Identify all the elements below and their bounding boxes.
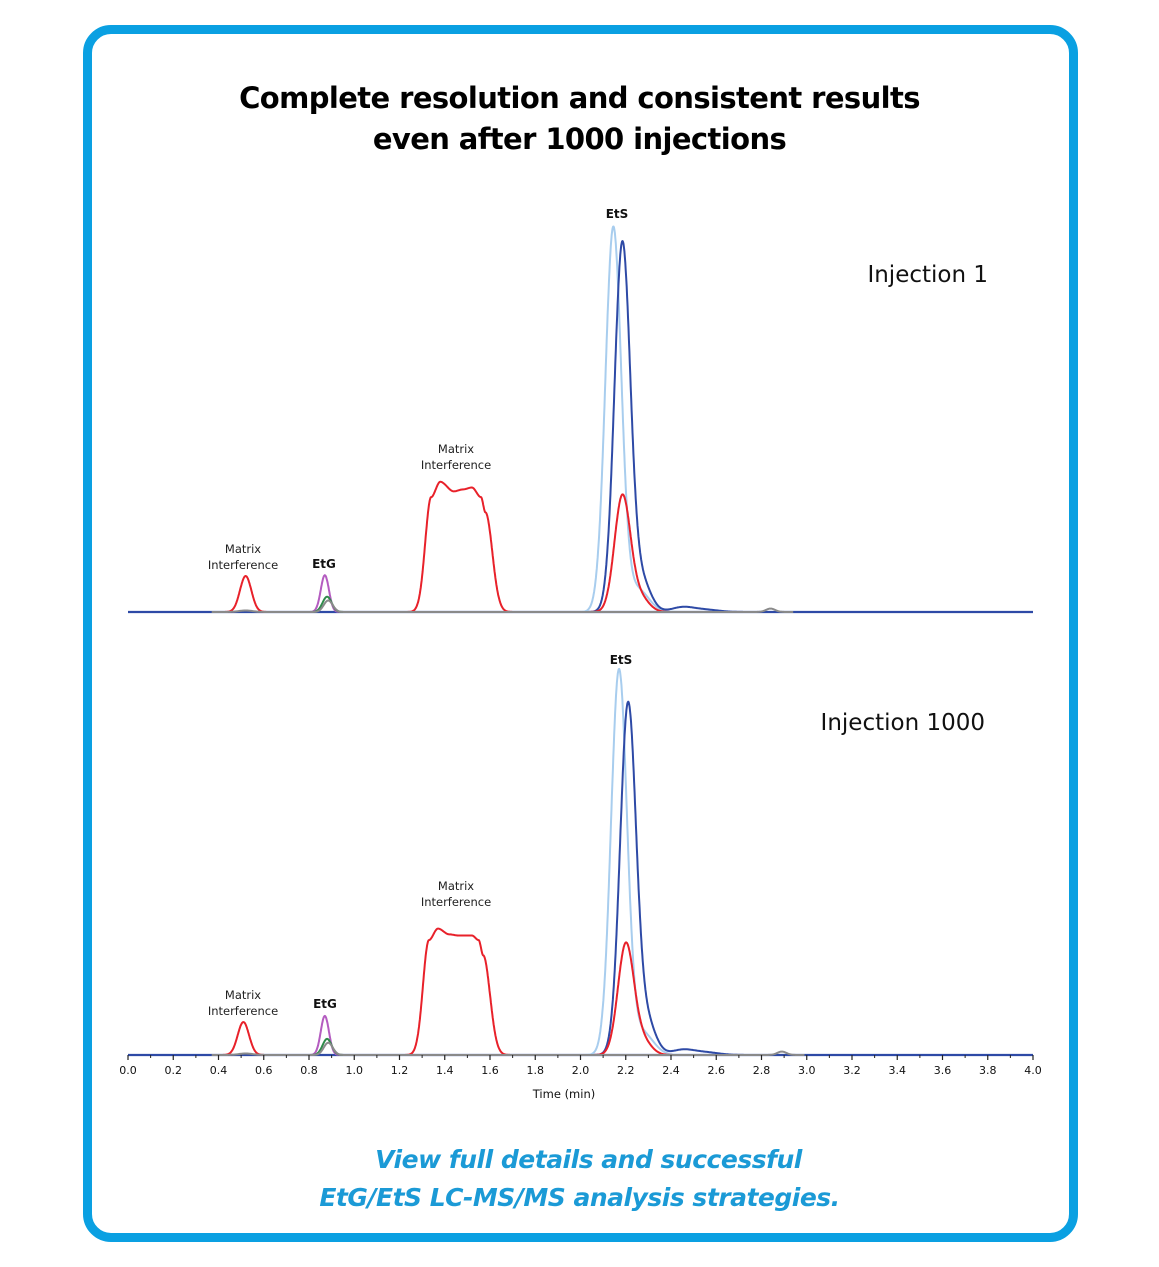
trace-matrix-red-trace-early <box>214 1021 273 1056</box>
x-tick-label: 3.0 <box>798 1064 816 1077</box>
trace-etg-magenta-trace <box>303 574 346 613</box>
details-link-line-1[interactable]: View full details and successful <box>375 1145 802 1174</box>
x-tick-label: 1.4 <box>436 1064 454 1077</box>
x-tick-label: 4.0 <box>1024 1064 1042 1077</box>
annotation: Matrix Interference <box>421 879 491 909</box>
x-tick-label: 1.6 <box>481 1064 499 1077</box>
x-tick-label: 2.6 <box>708 1064 726 1077</box>
annotation: Matrix Interference <box>208 988 278 1018</box>
x-axis-label: Time (min) <box>532 1087 595 1101</box>
x-tick-label: 2.8 <box>753 1064 771 1077</box>
annotation: EtS <box>610 653 633 667</box>
annotation: EtS <box>606 207 629 221</box>
trace-etg-green-trace <box>303 1037 351 1056</box>
panel-title: Injection 1000 <box>821 710 985 736</box>
x-tick-label: 1.0 <box>346 1064 364 1077</box>
trace-etg-gray-trace <box>211 1041 805 1056</box>
panel-title: Injection 1 <box>867 262 988 288</box>
x-tick-label: 2.0 <box>572 1064 590 1077</box>
chromatogram-injection-1000: 0.0 0.2 0.4 0.6 0.8 1.0 1.2 1.4 1.6 1.8 2.0 2.2 2.4 2… <box>119 653 1042 1101</box>
x-tick-label: 3.2 <box>843 1064 861 1077</box>
trace-matrix-red-trace-early <box>216 575 275 613</box>
annotation-line-2: Interference <box>208 1004 278 1018</box>
trace-ets-dark-blue-trace <box>582 240 774 613</box>
annotation-line-1: Matrix <box>438 442 474 456</box>
page-title-line-2: even after 1000 injections <box>372 122 787 156</box>
trace-etg-gray-trace <box>211 599 794 613</box>
chromatogram-injection-1: Injection 1 Matrix Interference EtG Matr… <box>128 207 1033 614</box>
x-tick-label: 0.6 <box>255 1064 273 1077</box>
x-tick-label: 2.2 <box>617 1064 635 1077</box>
annotation-line-2: Interference <box>421 895 491 909</box>
annotation: EtG <box>312 557 336 571</box>
trace-ets-red-trace <box>585 941 688 1056</box>
trace-etg-magenta-trace <box>303 1014 346 1056</box>
trace-etg-green-trace <box>303 595 351 613</box>
annotation: EtG <box>313 997 337 1011</box>
x-tick-label: 0.4 <box>210 1064 228 1077</box>
annotation-line-2: Interference <box>421 458 491 472</box>
x-tick-label: 1.8 <box>527 1064 545 1077</box>
annotation: Matrix Interference <box>208 542 278 572</box>
x-tick-label: 3.8 <box>979 1064 997 1077</box>
annotation-line-1: Matrix <box>438 879 474 893</box>
annotation-line-2: EtS <box>606 207 629 221</box>
annotation-line-2: EtG <box>312 557 336 571</box>
page-title-line-1: Complete resolution and consistent resul… <box>239 81 920 115</box>
x-tick-label: 1.2 <box>391 1064 409 1077</box>
x-tick-label: 3.4 <box>889 1064 907 1077</box>
x-tick-label: 3.6 <box>934 1064 952 1077</box>
annotation-line-1: Matrix <box>225 542 261 556</box>
details-link-line-2[interactable]: EtG/EtS LC-MS/MS analysis strategies. <box>319 1183 840 1212</box>
annotation-line-1: Matrix <box>225 988 261 1002</box>
page-title: Complete resolution and consistent resul… <box>0 78 1159 160</box>
annotation-line-2: Interference <box>208 558 278 572</box>
trace-matrix-red-trace-broad <box>401 927 516 1056</box>
x-tick-label: 2.4 <box>662 1064 680 1077</box>
trace-matrix-red-trace-broad <box>403 480 518 613</box>
annotation-line-2: EtS <box>610 653 633 667</box>
annotation: Matrix Interference <box>421 442 491 472</box>
trace-ets-light-blue-trace <box>578 667 699 1056</box>
x-tick-label: 0.8 <box>300 1064 318 1077</box>
annotation-line-2: EtG <box>313 997 337 1011</box>
content-frame <box>83 25 1078 1242</box>
x-tick-label: 0.2 <box>165 1064 183 1077</box>
x-tick-label: 0.0 <box>119 1064 137 1077</box>
details-link[interactable]: View full details and successful EtG/EtS… <box>0 1141 1159 1217</box>
